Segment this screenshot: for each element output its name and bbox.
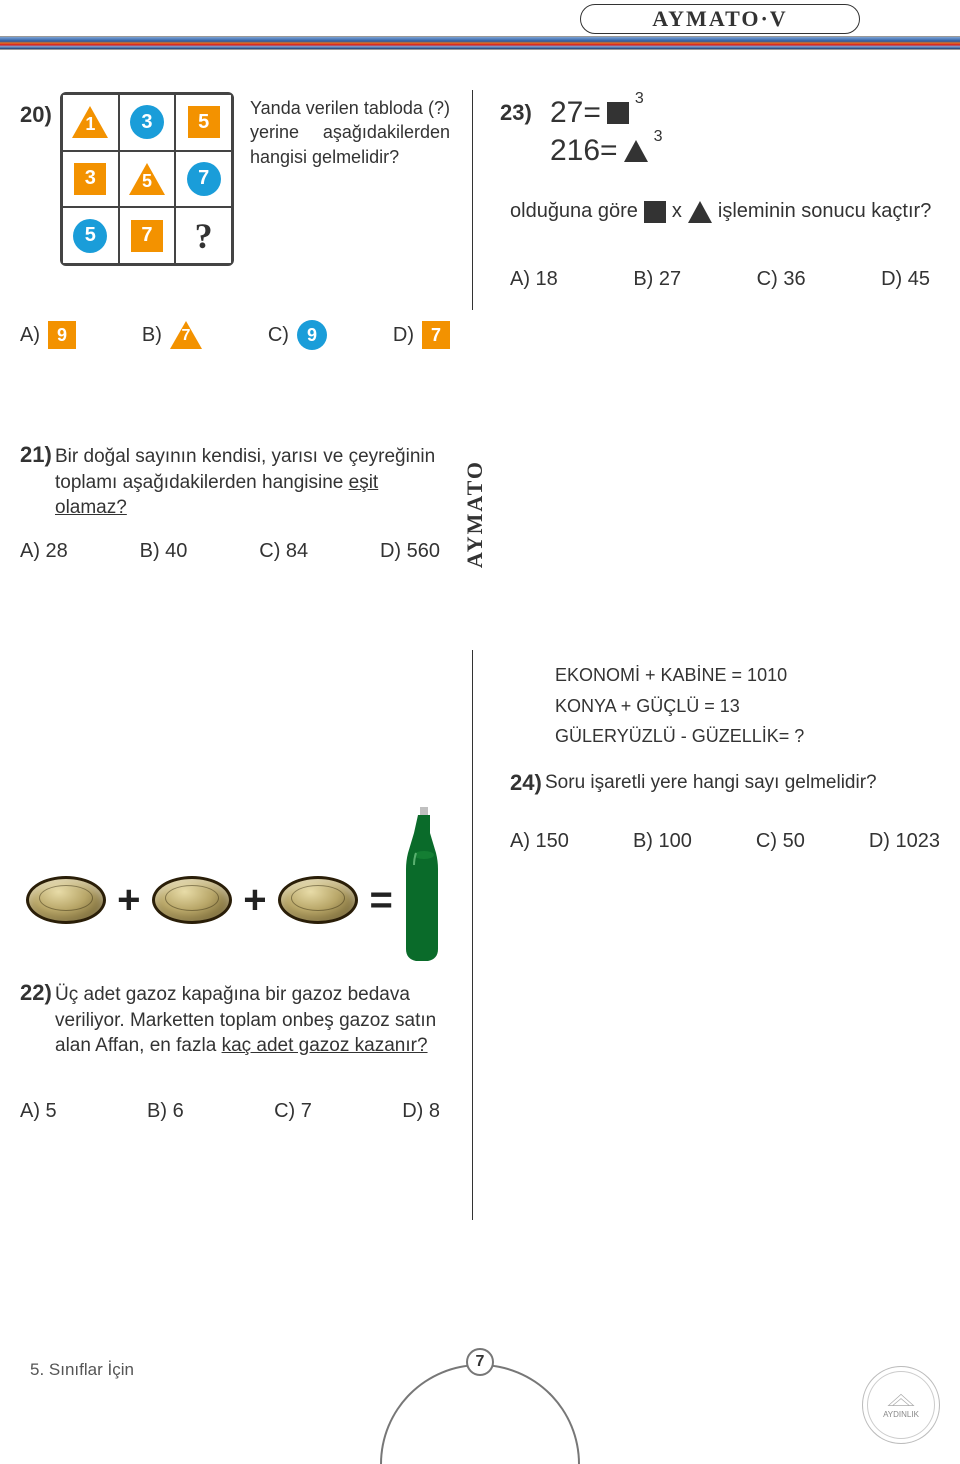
q20-table: 1 3 5 3 5 7 5 7 ? (60, 92, 234, 266)
q23-options: A) 18 B) 27 C) 36 D) 45 (510, 268, 930, 291)
vertical-logo: AYMATO (462, 460, 488, 568)
text-part: işleminin sonucu kaçtır? (718, 200, 931, 223)
triangle-icon: 1 (72, 106, 108, 138)
q23-equations: 27= 3 216= 3 (550, 96, 662, 168)
opt: D) 45 (881, 268, 930, 291)
header-bar (0, 36, 960, 50)
text-part: olduğuna göre (510, 200, 638, 223)
bottle-cap-icon (152, 876, 232, 924)
q24-hints: EKONOMİ + KABİNE = 1010 KONYA + GÜÇLÜ = … (555, 660, 804, 752)
square-icon (607, 102, 629, 124)
square-icon (644, 201, 666, 223)
hint-line: EKONOMİ + KABİNE = 1010 (555, 660, 804, 691)
opt: A) 28 (20, 540, 68, 563)
opt: A) 18 (510, 268, 558, 291)
q22-text: Üç adet gazoz kapağına bir gazoz bedava … (55, 982, 450, 1059)
hint-line: KONYA + GÜÇLÜ = 13 (555, 691, 804, 722)
footer-class: 5. Sınıflar İçin (30, 1360, 134, 1380)
q22-options: A) 5 B) 6 C) 7 D) 8 (20, 1100, 440, 1123)
text-part: x (672, 200, 682, 223)
equals-icon: = (369, 878, 392, 923)
q21-number: 21) (20, 442, 52, 468)
circle-icon: 7 (187, 162, 221, 196)
opt: C) 36 (757, 268, 806, 291)
q20-options: A) 9 B) 7 C) 9 D) 7 (20, 320, 450, 350)
opt-label: A) (20, 324, 40, 347)
question-mark: ? (195, 215, 213, 257)
opt: B) 100 (633, 830, 692, 853)
triangle-icon (688, 201, 712, 223)
q24-text: Soru işaretli yere hangi sayı gelmelidir… (545, 772, 877, 794)
opt: C) 84 (259, 540, 308, 563)
stamp-text: AYDINLIK (883, 1411, 919, 1420)
circle-icon: 5 (73, 219, 107, 253)
opt: A) 5 (20, 1100, 57, 1123)
q24-options: A) 150 B) 100 C) 50 D) 1023 (510, 830, 940, 853)
plus-icon: + (117, 878, 140, 923)
opt: D) 560 (380, 540, 440, 563)
square-icon: 5 (188, 106, 220, 138)
brand-tab: AYMATO·V (580, 4, 860, 34)
q22-number: 22) (20, 980, 52, 1006)
eq-text: 216= (550, 134, 618, 168)
q24-number: 24) (510, 770, 542, 796)
square-icon: 7 (422, 321, 450, 349)
square-icon: 7 (131, 220, 163, 252)
triangle-icon: 5 (129, 163, 165, 195)
opt-label: C) (268, 324, 289, 347)
eq-text: 27= (550, 96, 601, 130)
cell-value: 5 (139, 171, 155, 192)
plus-icon: + (243, 878, 266, 923)
circle-icon: 9 (297, 320, 327, 350)
opt: D) 8 (402, 1100, 440, 1123)
bottle-cap-icon (278, 876, 358, 924)
opt: B) 27 (633, 268, 681, 291)
square-icon: 3 (74, 163, 106, 195)
q20-number: 20) (20, 102, 52, 128)
column-divider (472, 650, 473, 1220)
q21-options: A) 28 B) 40 C) 84 D) 560 (20, 540, 440, 563)
hint-line: GÜLERYÜZLÜ - GÜZELLİK= ? (555, 721, 804, 752)
opt-label: D) (393, 324, 414, 347)
column-divider (472, 90, 473, 310)
triangle-icon: 7 (170, 321, 202, 349)
cell-value: 1 (82, 114, 98, 135)
opt: B) 6 (147, 1100, 184, 1123)
opt-label: B) (142, 324, 162, 347)
q20-text: Yanda verilen tabloda (?) yerine aşağıda… (250, 96, 450, 169)
text-underline: kaç adet gazoz kazanır? (222, 1035, 428, 1056)
q23-number: 23) (500, 100, 532, 126)
square-icon: 9 (48, 321, 76, 349)
opt: D) 1023 (869, 830, 940, 853)
q21-text: Bir doğal sayının kendisi, yarısı ve çey… (55, 444, 445, 521)
opt: C) 7 (274, 1100, 312, 1123)
q23-line: olduğuna göre x işleminin sonucu kaçtır? (510, 200, 931, 223)
opt: B) 40 (140, 540, 188, 563)
opt: C) 50 (756, 830, 805, 853)
exponent: 3 (635, 90, 644, 108)
page-number: 7 (466, 1348, 494, 1376)
footer-arc (380, 1364, 580, 1464)
opt-value: 7 (178, 327, 194, 345)
bottle-cap-icon (26, 876, 106, 924)
exponent: 3 (654, 128, 663, 146)
circle-icon: 3 (130, 105, 164, 139)
q22-illustration: + + = (20, 840, 450, 960)
opt: A) 150 (510, 830, 569, 853)
bottle-icon (404, 805, 444, 965)
triangle-icon (624, 140, 648, 162)
publisher-stamp: AYDINLIK (862, 1366, 940, 1444)
